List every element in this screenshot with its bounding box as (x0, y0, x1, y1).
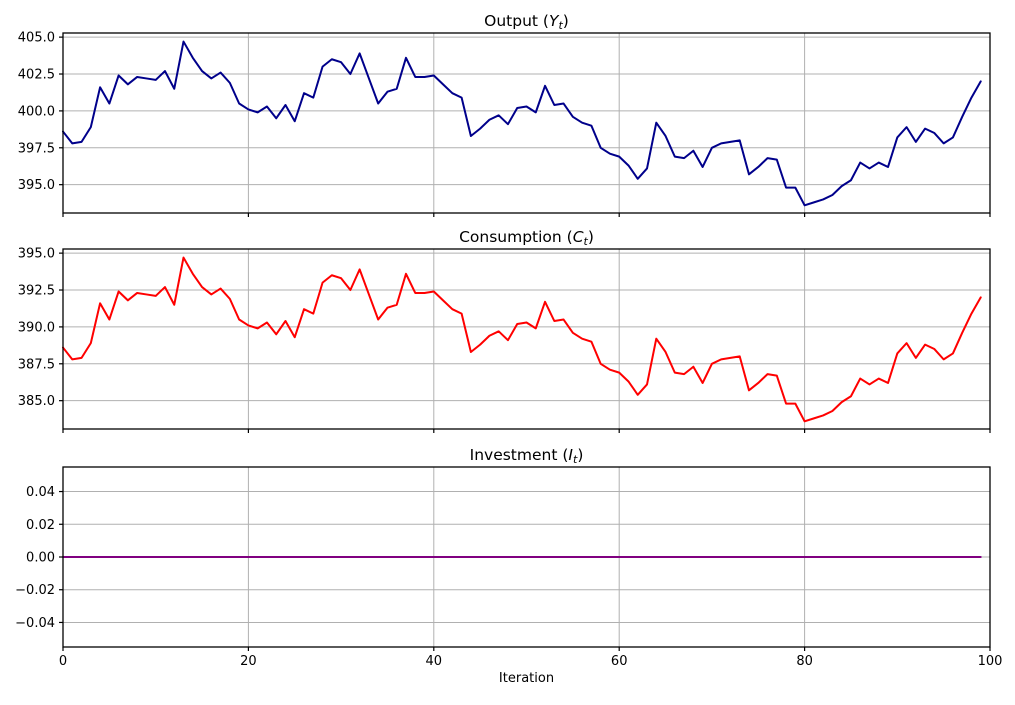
title-text-part: Y (549, 12, 560, 30)
panel-c: 385.0 387.5 390.0 392.5 395.0 Consumption (Ct… (18, 228, 991, 433)
panel-i: −0.04 −0.02 0.00 0.02 0.04 0 20 40 60 80 100 Invest… (15, 446, 1002, 669)
title-text-part: t (573, 453, 578, 466)
y-tick-label: 392.5 (18, 284, 55, 299)
y-tick-label: 390.0 (18, 320, 55, 335)
y-tick-label: 0.04 (26, 485, 55, 500)
x-tick-label: 60 (611, 654, 628, 669)
panel-y: 395.0 397.5 400.0 402.5 405.0 Output (Yt) (18, 12, 991, 217)
chart-title-c: Consumption (Ct) (459, 228, 594, 248)
title-text-part: t (584, 235, 589, 248)
title-text-part: Output ( (484, 12, 549, 30)
x-tick-label: 80 (796, 654, 813, 669)
series-line-c (62, 256, 982, 423)
chart-title-i: Investment (It) (470, 446, 584, 466)
chart-title-y: Output (Yt) (484, 12, 569, 32)
x-tick-label: 40 (426, 654, 443, 669)
axes-border (62, 248, 991, 430)
x-axis-label: Iteration (499, 671, 554, 686)
title-text-part: ) (577, 446, 583, 464)
title-text-part: C (573, 228, 584, 246)
y-tick-label: 397.5 (18, 141, 55, 156)
y-tick-label: −0.02 (15, 583, 55, 598)
series-line-y (62, 40, 982, 207)
y-tick-label: 385.0 (18, 394, 55, 409)
title-text-part: ) (588, 228, 594, 246)
y-tick-label: −0.04 (15, 616, 55, 631)
x-tick-label: 100 (978, 654, 1003, 669)
y-tick-label: 395.0 (18, 178, 55, 193)
title-text-part: Consumption ( (459, 228, 573, 246)
y-tick-label: 387.5 (18, 357, 55, 372)
y-tick-label: 395.0 (18, 247, 55, 262)
y-tick-label: 405.0 (18, 31, 55, 46)
title-text-part: t (558, 19, 563, 32)
y-tick-label: 0.00 (26, 551, 55, 566)
x-tick-label: 0 (59, 654, 67, 669)
y-tick-label: 400.0 (18, 104, 55, 119)
title-text-part: ) (563, 12, 569, 30)
y-tick-label: 402.5 (18, 68, 55, 83)
title-text-part: Investment ( (470, 446, 569, 464)
title-text-part: I (568, 446, 573, 464)
axes-border (62, 32, 991, 214)
x-tick-label: 20 (240, 654, 257, 669)
y-tick-label: 0.02 (26, 518, 55, 533)
